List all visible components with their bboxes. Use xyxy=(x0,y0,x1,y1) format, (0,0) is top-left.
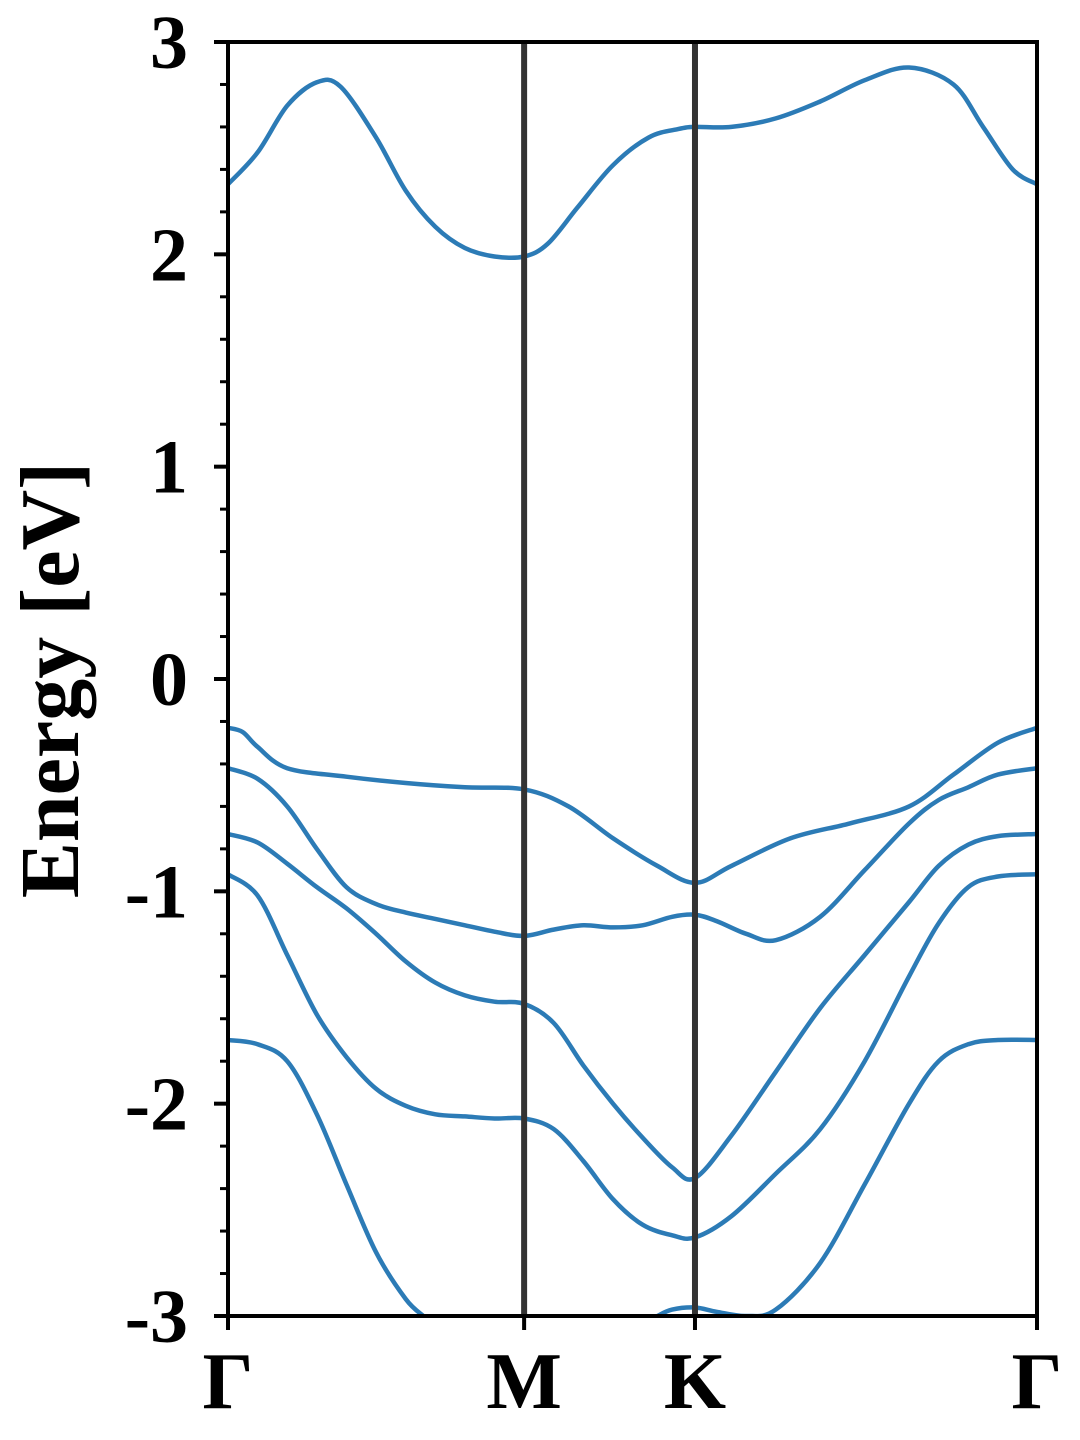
y-tick-label: 0 xyxy=(150,638,188,722)
kpoint-label: K xyxy=(664,1338,726,1426)
kpoint-label: Γ xyxy=(203,1338,254,1426)
y-tick-label: 1 xyxy=(150,426,188,510)
band-line-6 xyxy=(228,1037,426,1316)
y-tick-label: -1 xyxy=(125,850,188,934)
band-line-3 xyxy=(228,765,1037,944)
y-tick-label: 2 xyxy=(150,213,188,297)
band-line-7 xyxy=(655,1037,1037,1316)
band-line-2 xyxy=(228,725,1037,886)
y-tick-label: -2 xyxy=(125,1063,188,1147)
y-axis-ticks: -3 -2 -1 0 1 2 3 xyxy=(125,1,228,1359)
band-lines xyxy=(228,65,1037,1316)
band-line-4 xyxy=(228,831,1037,1182)
band-line-5 xyxy=(228,872,1037,1241)
band-line-1 xyxy=(228,65,1037,261)
high-symmetry-lines xyxy=(521,42,698,1316)
y-tick-label: 3 xyxy=(150,1,188,85)
y-axis-label: Energy [eV] xyxy=(4,462,97,898)
kpoint-label: Γ xyxy=(1012,1338,1063,1426)
y-tick-label: -3 xyxy=(125,1275,188,1359)
kpoint-label: M xyxy=(486,1338,562,1426)
